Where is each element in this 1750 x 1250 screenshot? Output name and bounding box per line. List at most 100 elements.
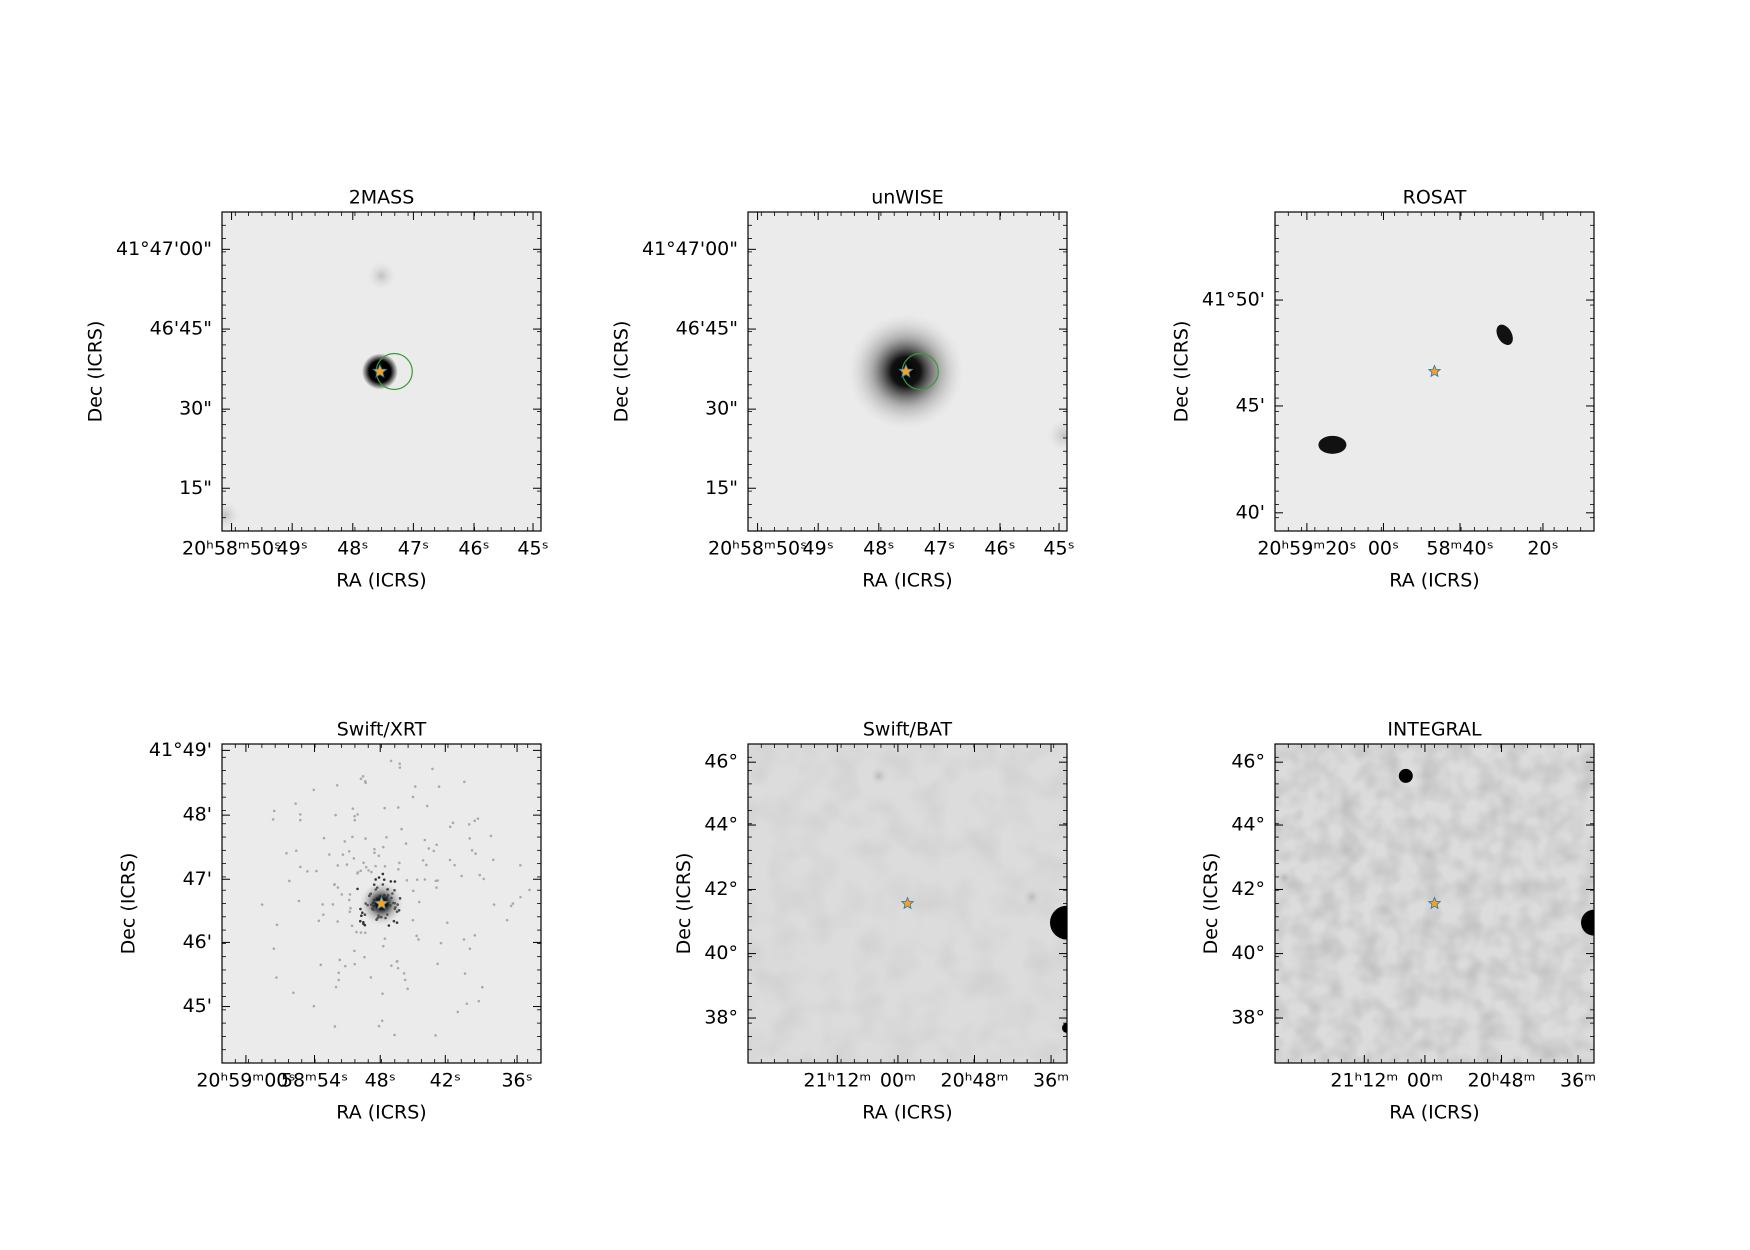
photon xyxy=(465,1002,469,1006)
photon xyxy=(380,1019,384,1023)
photon xyxy=(383,864,387,868)
photon xyxy=(473,934,477,937)
photon xyxy=(453,863,456,867)
photon xyxy=(377,876,381,879)
photon xyxy=(338,958,342,962)
photon xyxy=(423,838,427,842)
photon xyxy=(415,934,418,938)
photon xyxy=(369,976,373,979)
y-tick-label: 46° xyxy=(704,751,738,773)
photon xyxy=(312,788,316,792)
y-axis-label: Dec (ICRS) xyxy=(85,321,107,423)
photon xyxy=(489,834,493,838)
photon xyxy=(413,785,417,788)
photon xyxy=(348,893,352,896)
photon xyxy=(350,924,354,928)
photon xyxy=(417,900,421,904)
x-tick-label: 45ˢ xyxy=(1043,538,1074,560)
y-tick-label: 41°47'00" xyxy=(116,238,212,260)
photon xyxy=(299,818,302,822)
x-tick-label: 00ˢ xyxy=(1368,538,1399,560)
photon xyxy=(312,1004,316,1008)
sky-image xyxy=(222,261,413,530)
source xyxy=(1050,905,1067,940)
photon xyxy=(393,1033,396,1037)
y-tick-label: 41°50' xyxy=(1202,289,1265,311)
photon xyxy=(395,959,399,963)
x-tick-label: 20ʰ48ᵐ xyxy=(1468,1070,1536,1092)
photon xyxy=(285,851,288,855)
source xyxy=(1581,909,1594,936)
x-tick-label: 20ʰ59ᵐ20ˢ xyxy=(1257,538,1356,560)
x-tick-label: 58ᵐ54ˢ xyxy=(281,1070,348,1092)
photon xyxy=(432,849,436,853)
photon xyxy=(272,809,276,813)
photon xyxy=(389,880,393,883)
panel: ROSAT RA (ICRS) 20ʰ59ᵐ20ˢ 00ˢ 58ᵐ40ˢ 20ˢ 41°50… xyxy=(1170,187,1595,592)
photon xyxy=(468,947,472,951)
photon xyxy=(477,999,481,1003)
photon xyxy=(377,854,381,858)
photon xyxy=(353,818,357,822)
photon xyxy=(411,918,415,922)
panel-title: Swift/XRT xyxy=(337,719,427,741)
photon xyxy=(436,879,440,882)
photon xyxy=(460,874,463,878)
photon xyxy=(398,766,402,769)
source xyxy=(1277,870,1292,885)
photon xyxy=(362,861,365,865)
photon xyxy=(411,889,415,893)
source xyxy=(222,501,240,530)
photon xyxy=(360,914,363,917)
photon xyxy=(373,851,376,855)
y-axis-label: Dec (ICRS) xyxy=(611,321,633,423)
photon xyxy=(340,893,344,896)
photon xyxy=(381,872,385,876)
x-axis-label: RA (ICRS) xyxy=(336,1102,426,1124)
photon xyxy=(353,962,356,966)
photon xyxy=(462,938,466,941)
photon xyxy=(446,921,449,925)
photon xyxy=(385,835,388,839)
photon xyxy=(423,878,427,881)
y-tick-label: 47' xyxy=(183,868,212,890)
photon xyxy=(260,903,264,906)
photon xyxy=(373,847,376,851)
photon xyxy=(322,836,326,840)
y-tick-label: 30" xyxy=(705,398,738,420)
photon xyxy=(353,949,356,953)
photon xyxy=(337,971,341,975)
photon xyxy=(427,847,431,850)
photon xyxy=(321,903,324,906)
photon xyxy=(333,1025,337,1028)
photon xyxy=(393,880,397,883)
x-tick-label: 21ʰ12ᵐ xyxy=(1330,1070,1398,1092)
photon xyxy=(359,869,362,873)
photon xyxy=(345,863,349,866)
y-tick-label: 40° xyxy=(704,942,738,964)
photon xyxy=(363,955,366,959)
photon xyxy=(402,972,406,975)
x-axis-label: RA (ICRS) xyxy=(862,570,952,592)
x-tick-label: 48ˢ xyxy=(863,538,894,560)
source xyxy=(367,261,396,290)
photon xyxy=(511,902,515,905)
photon xyxy=(405,879,409,882)
photon xyxy=(463,780,466,784)
panel-title: INTEGRAL xyxy=(1387,719,1482,741)
sky-image xyxy=(1318,324,1513,454)
photon xyxy=(348,910,352,913)
photon xyxy=(473,819,477,823)
photon xyxy=(400,827,403,831)
y-tick-label: 15" xyxy=(179,477,212,499)
photon xyxy=(478,873,482,877)
photon xyxy=(474,852,477,855)
photon xyxy=(403,978,407,982)
x-tick-label: 48ˢ xyxy=(365,1070,396,1092)
photon xyxy=(374,878,377,881)
y-tick-label: 42° xyxy=(704,878,738,900)
photon xyxy=(451,821,455,825)
panel-title: Swift/BAT xyxy=(863,719,953,741)
